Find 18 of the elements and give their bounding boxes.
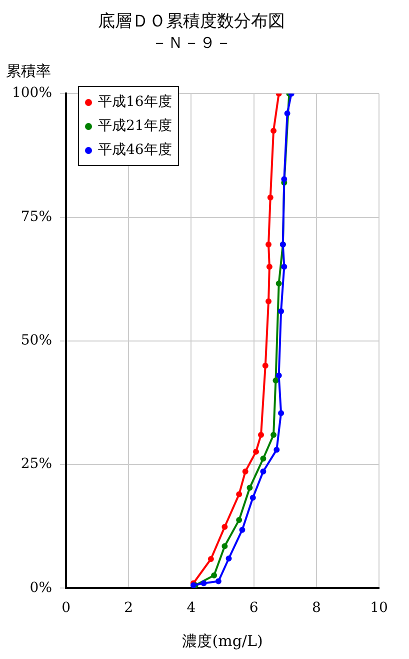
x-tick-label: 2: [124, 600, 134, 616]
legend-label: 平成46年度: [98, 141, 172, 160]
x-tick-label: 10: [370, 600, 388, 616]
x-axis-title: 濃度(mg/L): [182, 632, 263, 650]
y-tick-label: 100%: [12, 85, 52, 102]
y-tick-label: 25%: [20, 456, 52, 472]
legend-label: 平成16年度: [98, 93, 172, 112]
legend-label: 平成21年度: [98, 117, 172, 136]
x-tick-label: 0: [62, 600, 70, 616]
chart-title: 底層ＤＯ累積度数分布図: [98, 12, 285, 32]
x-tick-label: 8: [312, 600, 321, 616]
y-tick-label: 0%: [30, 580, 52, 596]
x-tick-label: 6: [249, 600, 258, 616]
y-tick-label: 50%: [20, 332, 52, 349]
x-tick-label: 4: [186, 600, 196, 616]
chart-subtitle: －Ｎ－９－: [152, 33, 232, 52]
y-tick-label: 75%: [20, 208, 52, 225]
y-axis-title: 累積率: [6, 62, 51, 80]
